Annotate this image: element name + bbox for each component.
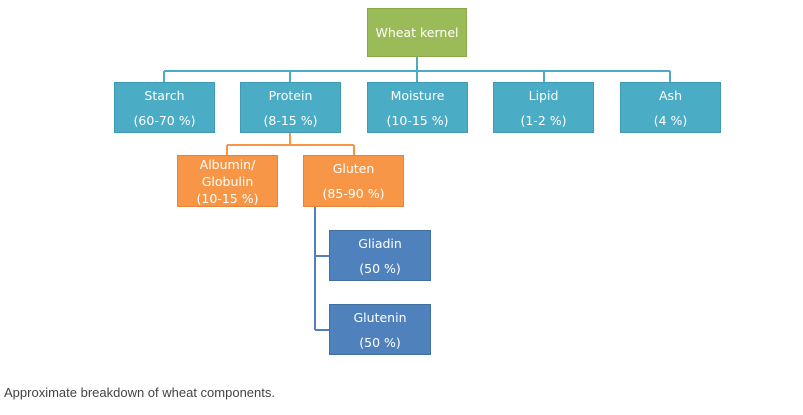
figure-caption: Approximate breakdown of wheat component… xyxy=(4,385,275,400)
node-protein-label: Protein xyxy=(268,87,313,103)
node-ash: Ash (4 %) xyxy=(620,82,721,133)
node-albumin-globulin: Albumin/ Globulin (10-15 %) xyxy=(177,155,278,207)
node-glutenin: Glutenin (50 %) xyxy=(329,304,431,355)
node-ash-label: Ash xyxy=(659,87,682,103)
node-lipid-label: Lipid xyxy=(528,87,559,103)
node-gluten-label: Gluten xyxy=(332,161,375,176)
node-glutenin-label: Glutenin xyxy=(353,309,407,325)
node-gluten: Gluten (85-90 %) xyxy=(303,155,404,207)
node-albumin-value: (10-15 %) xyxy=(196,190,259,206)
node-glutenin-value: (50 %) xyxy=(359,334,401,350)
node-lipid: Lipid (1-2 %) xyxy=(493,82,594,133)
node-lipid-value: (1-2 %) xyxy=(520,112,567,128)
node-gliadin: Gliadin (50 %) xyxy=(329,230,431,281)
node-moisture: Moisture (10-15 %) xyxy=(367,82,468,133)
node-gliadin-value: (50 %) xyxy=(359,260,401,276)
node-albumin-label-line2: Globulin xyxy=(201,173,254,189)
node-moisture-label: Moisture xyxy=(390,87,445,103)
node-ash-value: (4 %) xyxy=(653,112,688,128)
node-moisture-value: (10-15 %) xyxy=(386,112,449,128)
node-starch-value: (60-70 %) xyxy=(133,112,196,128)
node-wheat-kernel: Wheat kernel xyxy=(367,8,467,57)
node-starch: Starch (60-70 %) xyxy=(114,82,215,133)
node-albumin-label-line1: Albumin/ xyxy=(199,156,256,172)
node-starch-label: Starch xyxy=(144,87,185,103)
node-protein-value: (8-15 %) xyxy=(263,112,318,128)
node-wheat-kernel-label: Wheat kernel xyxy=(375,25,459,40)
node-gliadin-label: Gliadin xyxy=(358,235,402,251)
node-gluten-value: (85-90 %) xyxy=(322,186,385,201)
node-protein: Protein (8-15 %) xyxy=(240,82,341,133)
